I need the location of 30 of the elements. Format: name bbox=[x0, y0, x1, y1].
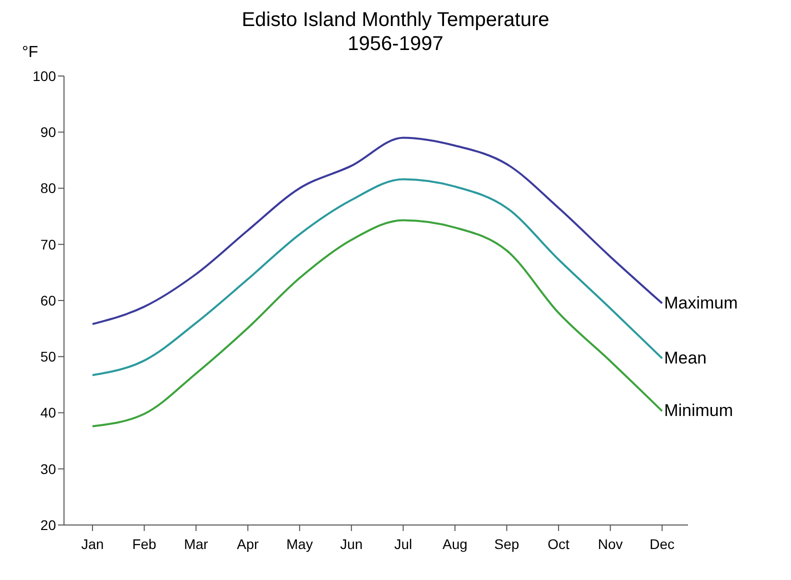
y-tick-label: 20 bbox=[40, 516, 56, 533]
y-tick-label: 70 bbox=[40, 236, 56, 252]
y-tick-label: 40 bbox=[40, 404, 56, 421]
y-tick-label: 100 bbox=[32, 68, 56, 84]
x-tick-label: May bbox=[286, 536, 313, 552]
chart-subtitle: 1956-1997 bbox=[348, 33, 444, 55]
line-series bbox=[91, 136, 664, 326]
x-tick-label: Jan bbox=[81, 536, 104, 552]
series-label: Minimum bbox=[664, 401, 734, 420]
x-tick-label: Sep bbox=[494, 536, 520, 552]
y-tick-label: 90 bbox=[40, 124, 56, 140]
x-tick-label: Jul bbox=[394, 536, 412, 552]
x-tick-label: Nov bbox=[598, 536, 623, 552]
x-tick-label: Apr bbox=[236, 536, 260, 552]
x-tick-label: Aug bbox=[442, 536, 468, 552]
series-label: Maximum bbox=[664, 293, 738, 312]
x-tick-label: Feb bbox=[132, 536, 157, 552]
y-tick-label: 80 bbox=[40, 180, 56, 196]
x-tick-label: Oct bbox=[548, 536, 570, 552]
y-tick-label: 50 bbox=[40, 348, 56, 365]
line-series bbox=[91, 219, 664, 428]
chart-title: Edisto Island Monthly Temperature bbox=[240, 8, 550, 32]
y-axis-title: °F bbox=[22, 44, 38, 62]
x-tick-label: Mar bbox=[184, 536, 208, 552]
y-tick-label: 60 bbox=[40, 292, 56, 308]
series-label: Mean bbox=[664, 348, 707, 368]
y-tick-label: 30 bbox=[40, 460, 56, 477]
line-series bbox=[91, 178, 664, 376]
x-tick-label: Dec bbox=[650, 536, 675, 552]
x-tick-label: Jun bbox=[340, 536, 363, 552]
